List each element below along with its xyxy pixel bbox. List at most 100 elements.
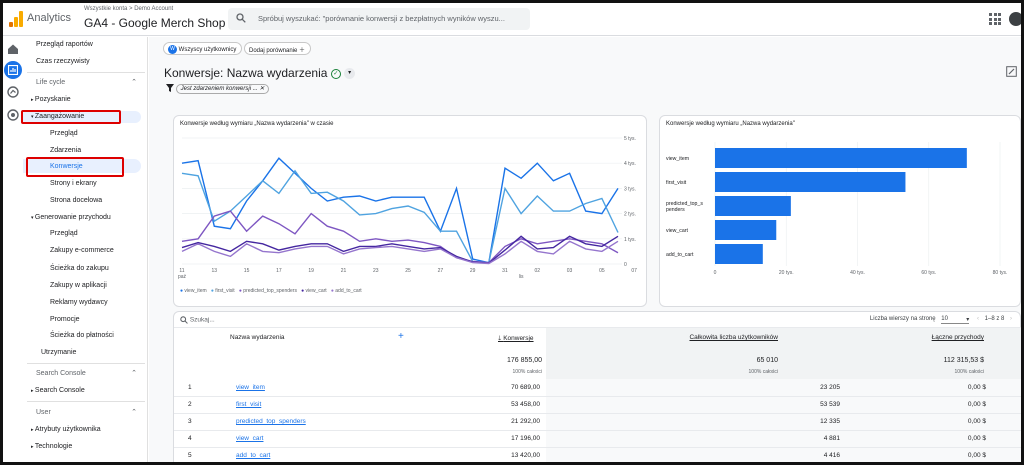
table-search[interactable]: Szukaj... (180, 316, 215, 324)
check-circle-icon: ✓ (330, 68, 341, 79)
table-row[interactable]: 5 add_to_cart 13 420,00 4 416 0,00 $ (174, 447, 1021, 462)
sidebar-item-ecommerce[interactable]: Zakupy e-commerce (50, 247, 114, 254)
analytics-logo-icon[interactable] (9, 11, 23, 27)
account-avatar[interactable] (1009, 12, 1021, 26)
close-icon[interactable]: ✕ (259, 85, 265, 92)
cell-revenue: 0,00 $ (846, 447, 1021, 462)
filter-chip[interactable]: Jest zdarzeniem konwersji ... ✕ (175, 83, 270, 94)
column-header-revenue[interactable]: Łączne przychody (931, 334, 984, 341)
customize-report-icon[interactable] (1006, 66, 1017, 77)
segment-chip[interactable]: W Wszyscy użytkownicy (163, 42, 243, 55)
series-line-first-visit[interactable] (181, 169, 619, 264)
x-tick-label: 21 (341, 268, 347, 274)
table-search-placeholder[interactable]: Szukaj... (189, 316, 215, 324)
cell-conversions: 17 196,00 (410, 430, 546, 448)
home-icon[interactable] (7, 43, 19, 55)
line-chart[interactable]: 5 tys. 4 tys. 3 tys. 2 tys. 1 tys. 0 11 13 15 17 1… (174, 116, 648, 308)
sidebar-item-user-attributes[interactable]: ▸ Atrybuty użytkownika (31, 426, 101, 433)
sidebar-item-monetization-overview[interactable]: Przegląd (50, 230, 78, 237)
table-row[interactable]: 3 predicted_top_spenders 21 292,00 12 33… (174, 413, 1021, 431)
sidebar-item-acquisition[interactable]: ▸ Pozyskanie (31, 96, 71, 103)
sidebar-item-engagement-overview[interactable]: Przegląd (50, 130, 78, 137)
sidebar-item-monetization[interactable]: ▾ Generowanie przychodu (31, 214, 111, 221)
advertising-icon[interactable] (7, 109, 19, 121)
search-box[interactable]: Spróbuj wyszukać: "porównanie konwersji … (228, 8, 530, 30)
add-comparison-button[interactable]: Dodaj porównanie ＋ (244, 42, 312, 55)
sidebar-divider (27, 401, 145, 402)
event-name-link[interactable]: view_item (236, 383, 265, 391)
column-header-total-users[interactable]: Całkowita liczba użytkowników (689, 334, 778, 341)
bar-chart[interactable]: 0 20 tys. 40 tys. 60 tys. 80 tys. view_itemfi… (660, 116, 1022, 308)
legend-item[interactable]: ● view_cart (301, 288, 327, 294)
apps-grid-icon[interactable] (989, 13, 1001, 25)
next-page-icon[interactable]: › (1010, 316, 1012, 322)
sidebar-item-in-app-purchases[interactable]: Zakupy w aplikacji (50, 282, 107, 289)
collapse-chevron-icon[interactable]: ⌃ (131, 409, 137, 416)
legend-item[interactable]: ● predicted_top_spenders (239, 288, 297, 294)
legend-item[interactable]: ● view_item (180, 288, 207, 294)
series-line-predicted-top-spenders[interactable] (181, 210, 619, 264)
legend-item[interactable]: ● first_visit (211, 288, 235, 294)
sidebar-item-landing-page[interactable]: Strona docelowa (50, 197, 103, 204)
sidebar-engagement-bg (23, 111, 141, 123)
property-selector[interactable]: GA4 - Google Merch Shop ▾ (84, 16, 232, 30)
sidebar-item-retention[interactable]: Utrzymanie (41, 349, 77, 356)
breadcrumb[interactable]: Wszystkie konta > Demo Account (84, 6, 173, 12)
page-title-text: Konwersje: Nazwa wydarzenia (164, 66, 328, 80)
collapse-chevron-icon[interactable]: ⌃ (131, 370, 137, 377)
bar-view-item[interactable] (715, 148, 967, 168)
sidebar-item-conversions[interactable]: Konwersje (50, 163, 83, 170)
sidebar-item-tech[interactable]: ▸ Technologie (31, 443, 72, 450)
event-name-link[interactable]: view_cart (236, 435, 264, 442)
search-placeholder[interactable]: Spróbuj wyszukać: "porównanie konwersji … (258, 14, 505, 23)
explore-icon[interactable] (7, 86, 19, 98)
table-row[interactable]: 4 view_cart 17 196,00 4 881 0,00 $ (174, 430, 1021, 448)
cell-conversions: 70 689,00 (410, 379, 546, 397)
sidebar-item-realtime[interactable]: Czas rzeczywisty (36, 58, 90, 65)
sidebar-section-lifecycle[interactable]: Life cycle (36, 79, 66, 86)
bar-view-cart[interactable] (715, 220, 777, 240)
prev-page-icon[interactable]: ‹ (976, 316, 979, 322)
bar-add-to-cart[interactable] (715, 244, 763, 264)
sidebar-item-label: Search Console (34, 387, 85, 394)
legend-item[interactable]: ● add_to_cart (331, 288, 362, 294)
title-dropdown-icon[interactable]: ▾ (344, 68, 356, 80)
series-line-view-cart[interactable] (181, 235, 619, 264)
sidebar-item-engagement[interactable]: ▾ Zaangażowanie (31, 113, 84, 120)
reports-nav-active[interactable] (4, 61, 22, 79)
sidebar-section-search-console[interactable]: Search Console (36, 370, 86, 377)
series-line-add-to-cart[interactable] (181, 240, 619, 265)
collapse-chevron-icon[interactable]: ⌃ (131, 79, 137, 86)
sidebar-item-publisher-ads[interactable]: Reklamy wydawcy (50, 299, 108, 306)
column-header-conversions[interactable]: 🡓 Konwersje (498, 334, 534, 345)
line-chart-title: Konwersje według wymiaru „Nazwa wydarzen… (180, 121, 334, 127)
series-line-view-item[interactable] (181, 157, 619, 264)
table-row[interactable]: 1 view_item 70 689,00 23 205 0,00 $ (174, 379, 1021, 397)
row-index: 3 (174, 413, 230, 431)
column-header-event-name[interactable]: Nazwa wydarzenia (230, 334, 285, 341)
category-label: first_visit (666, 180, 687, 186)
filter-chip-label: Jest zdarzeniem konwersji ... (180, 85, 258, 92)
sidebar-item-search-console[interactable]: ▸ Search Console (31, 387, 85, 394)
event-name-link[interactable]: add_to_cart (236, 452, 271, 459)
bar-predicted-top-spenders[interactable] (715, 196, 791, 216)
sidebar-item-checkout-journey[interactable]: Ścieżka do płatności (50, 332, 114, 339)
table-row[interactable]: 2 first_visit 53 458,00 53 539 0,00 $ (174, 396, 1021, 414)
sidebar-item-pages-screens[interactable]: Strony i ekrany (50, 180, 97, 187)
breadcrumb-account[interactable]: Demo Account (134, 6, 174, 12)
collapse-arrow-icon: ▾ (31, 114, 35, 120)
add-dimension-plus-icon[interactable]: + (398, 331, 404, 342)
y-tick-label: 3 tys. (624, 186, 636, 192)
sidebar-item-reports-overview[interactable]: Przegląd raportów (36, 41, 93, 48)
event-name-link[interactable]: first_visit (236, 401, 262, 408)
rows-per-page-select[interactable]: 10 ▾ (941, 316, 970, 324)
event-name-link[interactable]: predicted_top_spenders (236, 418, 306, 425)
property-name[interactable]: GA4 - Google Merch Shop (84, 16, 226, 30)
sidebar-section-user[interactable]: User (36, 409, 51, 416)
bar-first-visit[interactable] (715, 172, 906, 192)
sidebar-item-events[interactable]: Zdarzenia (50, 147, 82, 154)
breadcrumb-root[interactable]: Wszystkie konta (84, 6, 128, 12)
total-conversions-value: 176 855,00 (506, 357, 542, 364)
sidebar-item-purchase-journey[interactable]: Ścieżka do zakupu (50, 265, 109, 272)
sidebar-item-promotions[interactable]: Promocje (50, 316, 80, 323)
